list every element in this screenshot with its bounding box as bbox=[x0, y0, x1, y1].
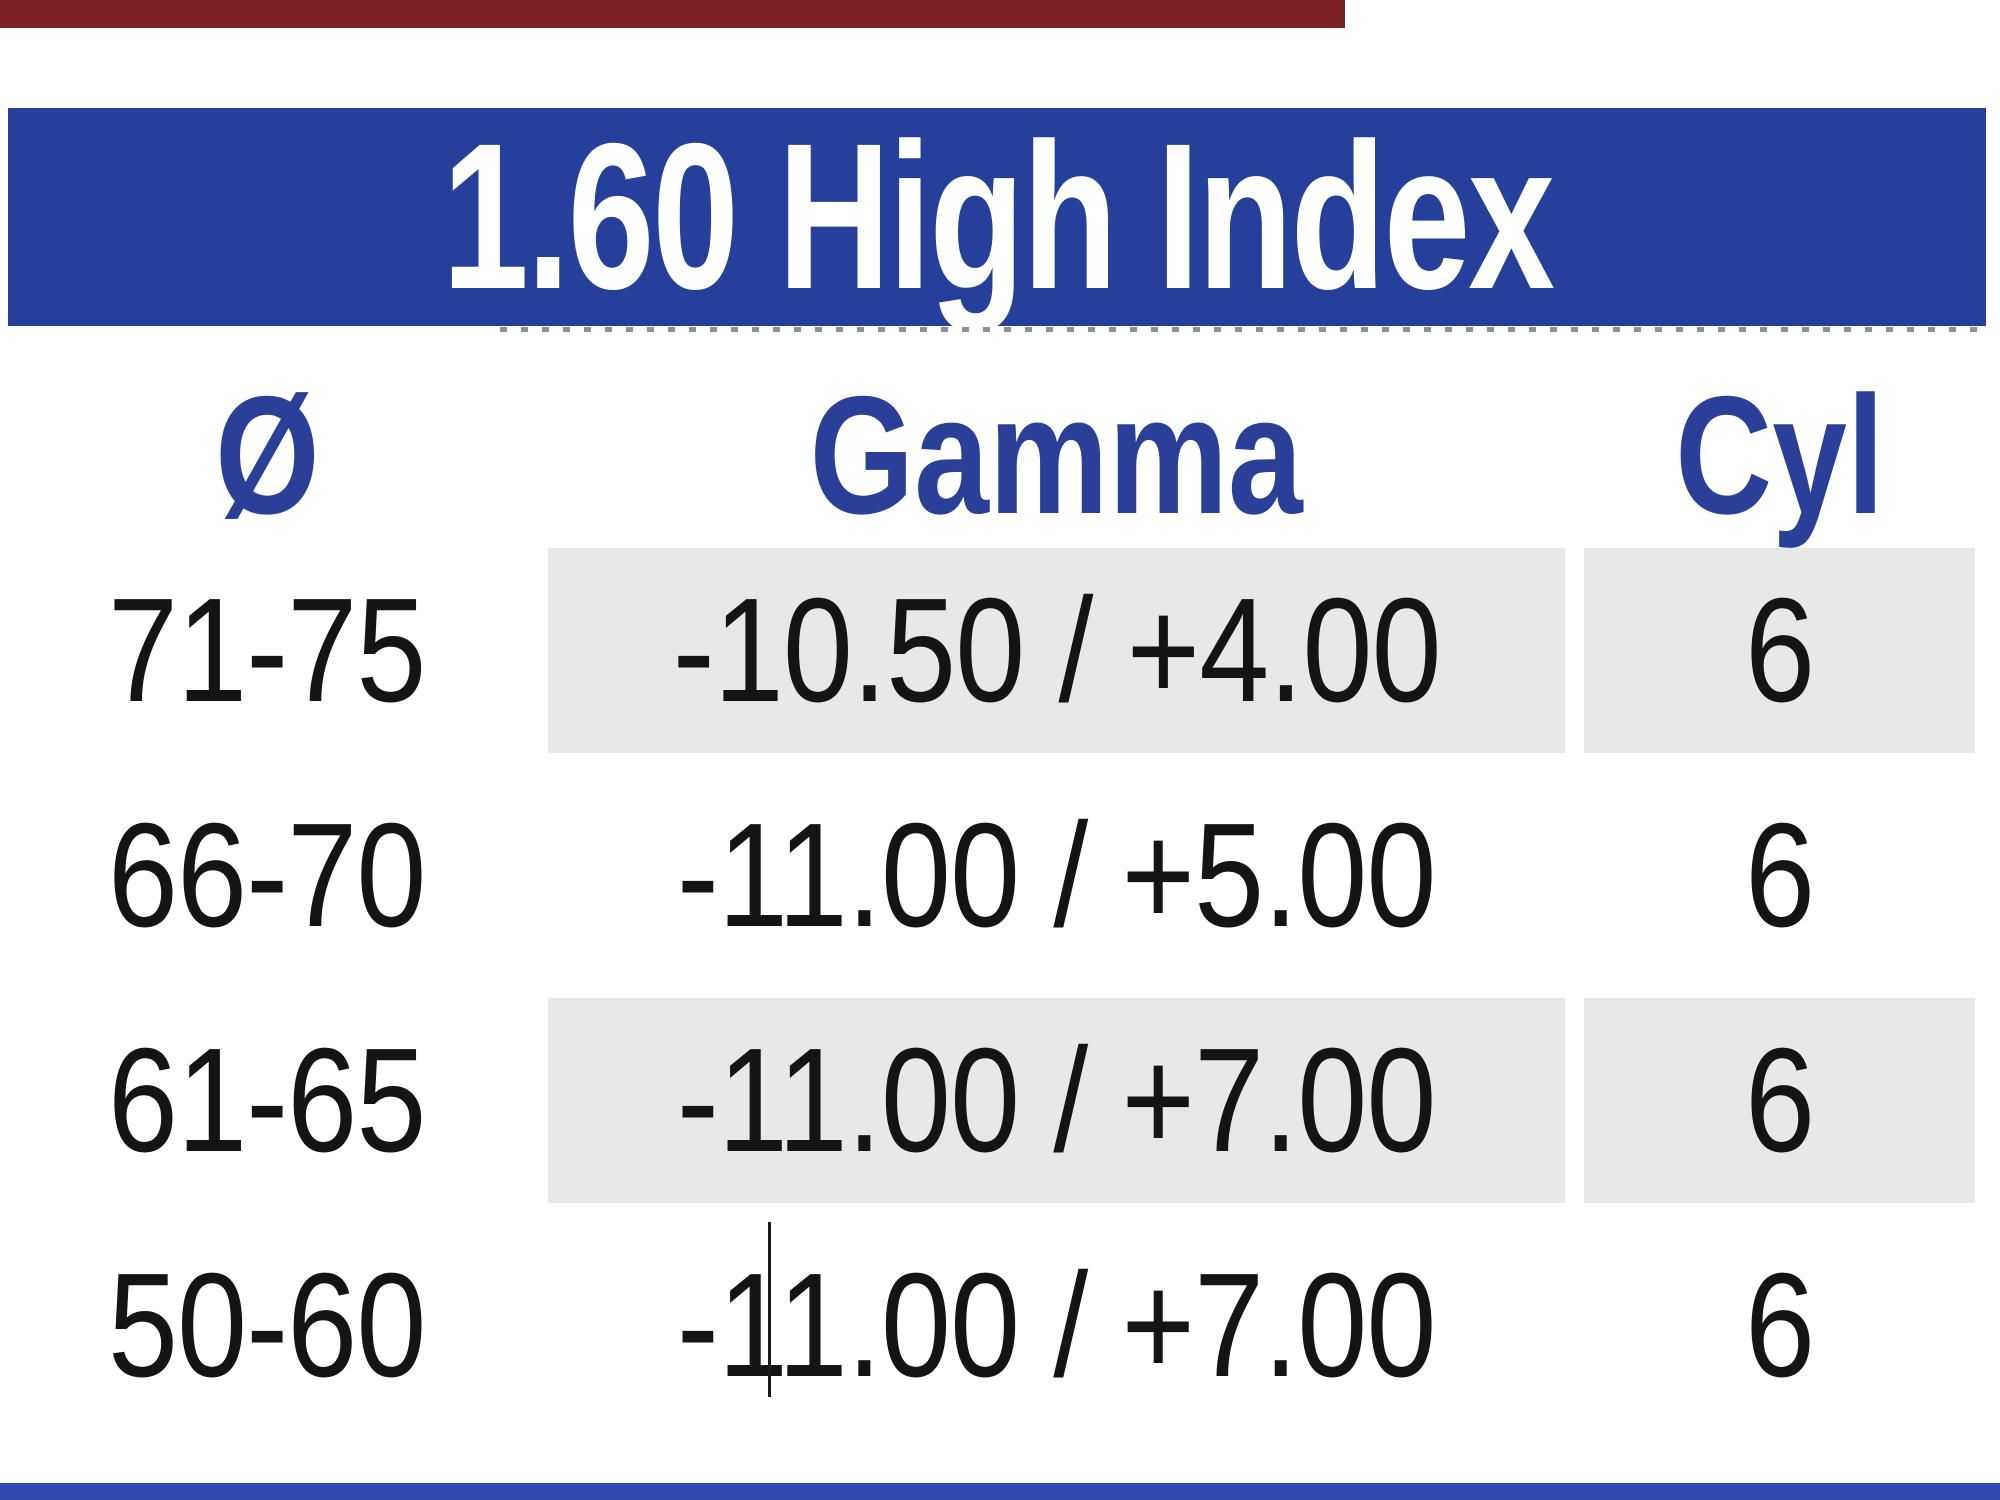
gamma-range-cell-editing[interactable]: -11.00 / +7.00 bbox=[677, 1243, 1436, 1408]
adjacent-section-top-strip bbox=[0, 0, 1345, 28]
gamma-range-cell: -11.00 / +5.00 bbox=[677, 793, 1436, 958]
cyl-cell-shading bbox=[1584, 998, 1975, 1203]
gamma-cell-shading bbox=[548, 548, 1565, 753]
gamma-range-cell: -10.50 / +4.00 bbox=[672, 568, 1442, 733]
table-title: 1.60 High Index bbox=[441, 101, 1555, 333]
column-header-diameter: Ø bbox=[60, 365, 474, 545]
diameter-cell: 71-75 bbox=[108, 568, 426, 733]
table-row: 50-60 -11.00 / +7.00 6 bbox=[0, 1227, 2000, 1452]
diameter-symbol: Ø bbox=[214, 361, 320, 549]
diameter-cell: 50-60 bbox=[108, 1243, 426, 1408]
column-header-row: Ø Gamma Cyl bbox=[0, 365, 2000, 545]
cyl-value-cell: 6 bbox=[1744, 1243, 1815, 1408]
dashed-edge-artifact bbox=[500, 327, 1986, 332]
gamma-cell-shading bbox=[548, 998, 1565, 1203]
table-row: 71-75 -10.50 / +4.00 6 bbox=[0, 548, 2000, 777]
cyl-value-cell: 6 bbox=[1744, 568, 1815, 733]
gamma-label: Gamma bbox=[809, 361, 1304, 549]
column-header-cyl: Cyl bbox=[1584, 365, 1975, 545]
adjacent-section-bottom-strip bbox=[0, 1483, 2000, 1500]
cyl-value-cell: 6 bbox=[1744, 793, 1815, 958]
cyl-cell-shading bbox=[1584, 548, 1975, 753]
diameter-cell: 61-65 bbox=[108, 1018, 426, 1183]
diameter-cell: 66-70 bbox=[108, 793, 426, 958]
gamma-range-cell: -11.00 / +7.00 bbox=[677, 1018, 1436, 1183]
column-header-gamma: Gamma bbox=[548, 365, 1565, 545]
table-row: 66-70 -11.00 / +5.00 6 bbox=[0, 777, 2000, 1002]
cyl-value-cell: 6 bbox=[1744, 1018, 1815, 1183]
text-cursor bbox=[768, 1222, 771, 1397]
table-title-band: 1.60 High Index bbox=[8, 108, 1986, 326]
cyl-label: Cyl bbox=[1674, 361, 1885, 549]
table-row: 61-65 -11.00 / +7.00 6 bbox=[0, 998, 2000, 1227]
